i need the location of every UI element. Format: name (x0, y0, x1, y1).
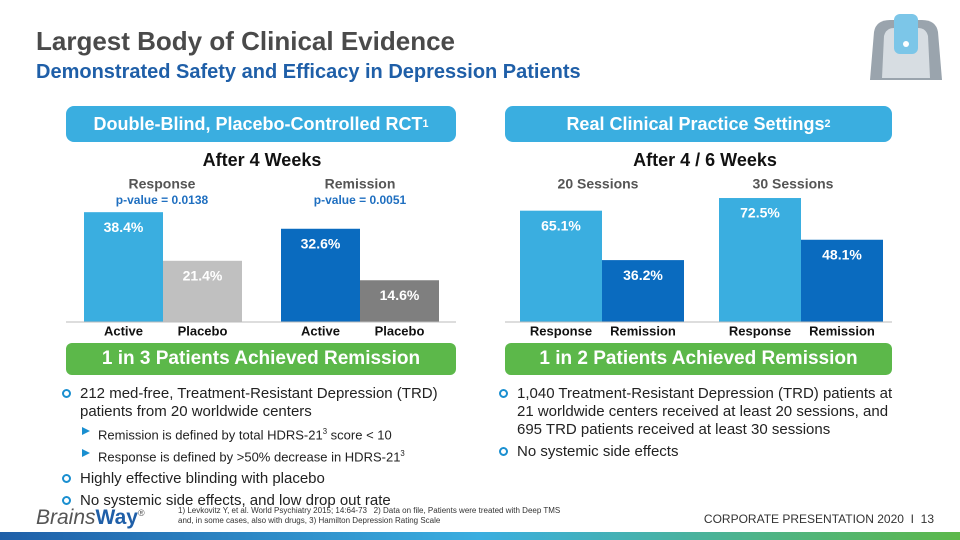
logo-b: Way (95, 506, 138, 529)
bar (163, 260, 242, 322)
header-text: Double-Blind, Placebo-Controlled RCT (93, 113, 423, 134)
header-sup: 2 (824, 118, 831, 130)
slide-title: Largest Body of Clinical Evidence (36, 26, 455, 56)
x-tick-label: Active (104, 323, 143, 338)
footnote: and, in some cases, also with drugs, 3) … (178, 516, 441, 525)
x-tick-label: Remission (610, 323, 676, 338)
x-tick-label: Response (729, 323, 791, 338)
p-value: p-value = 0.0051 (314, 193, 407, 207)
value-label: 48.1% (822, 246, 862, 262)
panel-header: Double-Blind, Placebo-Controlled RCT 1 (66, 106, 456, 142)
bullet: 212 med-free, Treatment-Resistant Depres… (62, 385, 462, 466)
x-tick-label: Response (530, 323, 592, 338)
bullet-text: 1,040 Treatment-Resistant Depression (TR… (517, 385, 893, 438)
slide-subtitle: Demonstrated Safety and Efficacy in Depr… (36, 61, 581, 83)
bullet-text: 212 med-free, Treatment-Resistant Depres… (80, 385, 438, 420)
value-label: 32.6% (301, 235, 341, 251)
chart-title: After 4 Weeks (203, 150, 322, 170)
bullet-list: 1,040 Treatment-Resistant Depression (TR… (499, 385, 899, 465)
x-tick-label: Active (301, 323, 340, 338)
bar (520, 210, 602, 322)
device-image (870, 14, 942, 80)
x-tick-label: Remission (809, 323, 875, 338)
bullet-sup: 3 (322, 427, 328, 436)
p-value: p-value = 0.0138 (116, 193, 209, 207)
bullet: Highly effective blinding with placebo (62, 470, 462, 488)
value-label: 38.4% (104, 219, 144, 235)
footer-stripe (0, 532, 960, 540)
footer: CORPORATE PRESENTATION 2020 I 13 (704, 512, 934, 526)
group-label: Response (129, 176, 196, 192)
sub-bullet: Remission is defined by total HDRS-213 s… (62, 423, 462, 443)
bullet-list: 212 med-free, Treatment-Resistant Depres… (62, 385, 462, 514)
logo-mark: ® (137, 508, 145, 518)
bar (84, 212, 163, 322)
bullet: 1,040 Treatment-Resistant Depression (TR… (499, 385, 899, 439)
group-label: Remission (325, 176, 396, 192)
logo: BrainsWay® (36, 506, 145, 530)
x-tick-label: Placebo (178, 323, 228, 338)
bullet-text: score < 10 (327, 427, 392, 443)
logo-a: Brains (36, 506, 96, 529)
bar (602, 260, 684, 322)
bar (360, 280, 439, 322)
value-label: 36.2% (623, 267, 663, 283)
footer-sep: I (910, 512, 914, 526)
bullet-sup: 3 (400, 449, 405, 459)
header-text: Real Clinical Practice Settings (566, 113, 825, 134)
chart-title: After 4 / 6 Weeks (633, 150, 777, 170)
footnote: 1) Levkovitz Y, et al. World Psychiatry … (178, 506, 561, 515)
bullet-text: No systemic side effects (517, 443, 679, 460)
bar (719, 198, 801, 322)
footnotes: 1) Levkovitz Y, et al. World Psychiatry … (178, 506, 560, 526)
banner: 1 in 2 Patients Achieved Remission (505, 343, 892, 375)
value-label: 72.5% (740, 205, 780, 221)
bar (281, 228, 360, 322)
header-sup: 1 (422, 118, 429, 130)
bullet: No systemic side effects (499, 443, 899, 461)
group-label: 30 Sessions (753, 176, 834, 192)
value-label: 65.1% (541, 217, 581, 233)
value-label: 21.4% (183, 267, 223, 283)
bar (801, 239, 883, 322)
value-label: 14.6% (380, 287, 420, 303)
sub-bullet: Response is defined by >50% decrease in … (62, 445, 462, 465)
group-label: 20 Sessions (558, 176, 639, 192)
bullet: No systemic side effects, and low drop o… (62, 492, 462, 510)
bullet-text: Response is defined by >50% decrease in … (98, 449, 401, 465)
bullet-text: Highly effective blinding with placebo (80, 469, 325, 487)
panel-header: Real Clinical Practice Settings 2 (505, 106, 892, 142)
footer-text: CORPORATE PRESENTATION 2020 (703, 512, 904, 526)
bullet-text: No systemic side effects, and low drop o… (80, 491, 391, 509)
banner: 1 in 3 Patients Achieved Remission (66, 343, 456, 375)
x-tick-label: Placebo (375, 323, 425, 338)
page-number: 13 (920, 512, 934, 526)
bullet-text: Remission is defined by total HDRS-21 (98, 427, 323, 443)
